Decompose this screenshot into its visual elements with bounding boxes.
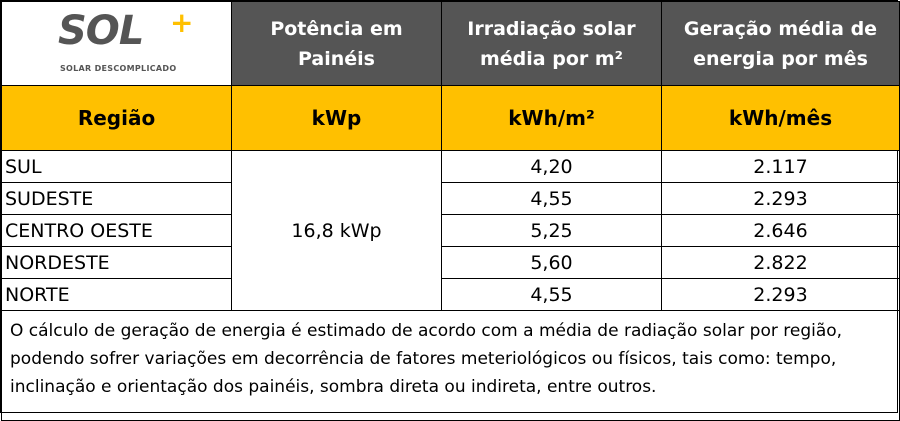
table-row: CENTRO OESTE 5,25 2.646 [1,214,900,247]
unit-generation: kWh/mês [661,85,900,151]
irradiation-value: 4,20 [441,150,662,183]
power-value: 16,8 kWp [231,150,442,311]
table-row: SUDESTE 4,55 2.293 [1,182,900,215]
header-irradiation: Irradiação solar média por m² [441,1,662,86]
logo-tagline: SOLAR DESCOMPLICADO [60,64,177,73]
region-name: NORTE [1,278,232,311]
region-name: NORDESTE [1,246,232,279]
irradiation-value: 4,55 [441,182,662,215]
table-row: SUL 16,8 kWp 4,20 2.117 [1,150,900,311]
generation-value: 2.117 [661,150,900,183]
logo-plus-icon: + [170,6,194,39]
header-row: SOL + SOLAR DESCOMPLICADO Potência em Pa… [1,1,900,86]
irradiation-value: 4,55 [441,278,662,311]
sol-logo: SOL + SOLAR DESCOMPLICADO [2,2,232,85]
generation-value: 2.646 [661,214,900,247]
header-power: Potência em Painéis [231,1,442,86]
unit-irradiation: kWh/m² [441,85,662,151]
header-generation: Geração média de energia por mês [661,1,900,86]
table-row: NORDESTE 5,60 2.822 [1,246,900,279]
irradiation-value: 5,25 [441,214,662,247]
generation-value: 2.822 [661,246,900,279]
units-row: Região kWp kWh/m² kWh/mês [1,85,900,151]
generation-value: 2.293 [661,278,900,311]
note-row: O cálculo de geração de energia é estima… [1,310,900,421]
region-name: SUL [1,150,232,183]
irradiation-value: 5,60 [441,246,662,279]
generation-value: 2.293 [661,182,900,215]
unit-power: kWp [231,85,442,151]
unit-region: Região [1,85,232,151]
region-name: CENTRO OESTE [1,214,232,247]
logo-cell: SOL + SOLAR DESCOMPLICADO [1,1,232,86]
logo-wordmark: SOL [58,8,144,54]
table-row: NORTE 4,55 2.293 [1,278,900,311]
disclaimer-note: O cálculo de geração de energia é estima… [1,310,900,421]
region-name: SUDESTE [1,182,232,215]
